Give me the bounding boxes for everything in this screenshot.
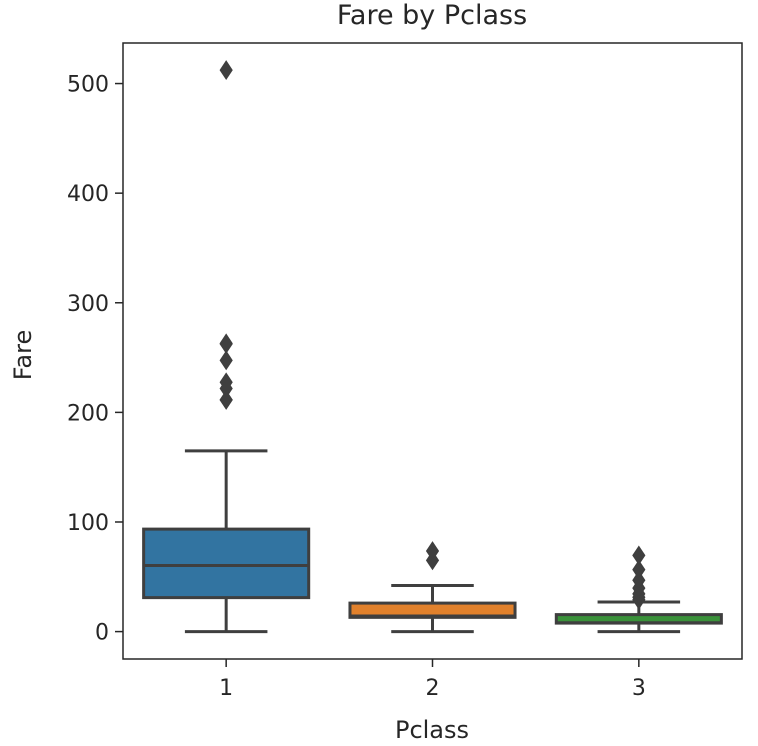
outlier-point — [219, 60, 233, 80]
outlier-point — [219, 389, 233, 410]
outlier-point — [219, 350, 233, 371]
y-tick-label: 200 — [67, 401, 109, 426]
y-axis-label: Fare — [9, 330, 37, 380]
box-group-pclass-2 — [348, 541, 517, 634]
box-group-pclass-1 — [142, 60, 311, 634]
y-tick-label: 500 — [67, 73, 109, 98]
y-tick-label: 300 — [67, 292, 109, 317]
y-tick-label: 100 — [67, 511, 109, 536]
x-tick-label: 3 — [632, 676, 646, 701]
outlier-point — [425, 541, 440, 561]
y-tick-label: 400 — [67, 182, 109, 207]
plot-frame — [122, 42, 743, 660]
outlier-point — [632, 545, 646, 566]
x-axis: 1 2 3 — [219, 659, 646, 701]
outlier-point — [219, 372, 233, 393]
box-iqr — [142, 527, 311, 600]
y-tick-label: 0 — [95, 621, 109, 646]
outlier-point — [219, 333, 233, 354]
x-tick-label: 1 — [219, 676, 233, 701]
outlier-point — [632, 559, 646, 580]
boxes — [142, 60, 723, 634]
chart-title: Fare by Pclass — [337, 0, 527, 31]
outlier-point — [632, 570, 646, 591]
x-tick-label: 2 — [426, 676, 440, 701]
box-group-pclass-3 — [554, 545, 723, 634]
x-axis-label: Pclass — [395, 716, 469, 744]
y-axis: 0 100 200 300 400 500 — [67, 73, 123, 646]
